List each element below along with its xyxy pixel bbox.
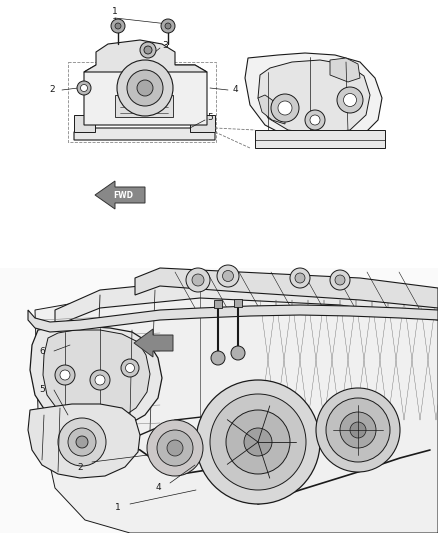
Polygon shape bbox=[74, 115, 95, 132]
Polygon shape bbox=[84, 40, 207, 72]
Circle shape bbox=[117, 60, 173, 116]
Polygon shape bbox=[135, 268, 438, 308]
Circle shape bbox=[350, 422, 366, 438]
Polygon shape bbox=[35, 290, 438, 533]
Polygon shape bbox=[28, 404, 140, 478]
Circle shape bbox=[186, 268, 210, 292]
Circle shape bbox=[340, 412, 376, 448]
Circle shape bbox=[60, 370, 70, 380]
Circle shape bbox=[161, 19, 175, 33]
Circle shape bbox=[330, 270, 350, 290]
Circle shape bbox=[140, 42, 156, 58]
Polygon shape bbox=[134, 329, 173, 357]
Circle shape bbox=[121, 359, 139, 377]
Text: 4: 4 bbox=[155, 483, 161, 492]
Bar bbox=[115, 95, 173, 117]
Circle shape bbox=[335, 275, 345, 285]
Text: 4: 4 bbox=[232, 85, 238, 94]
Text: 1: 1 bbox=[112, 7, 118, 17]
Polygon shape bbox=[190, 115, 215, 132]
Text: 2: 2 bbox=[77, 464, 83, 472]
Polygon shape bbox=[95, 181, 145, 209]
Circle shape bbox=[95, 375, 105, 385]
Circle shape bbox=[111, 19, 125, 33]
Circle shape bbox=[76, 436, 88, 448]
Circle shape bbox=[167, 440, 183, 456]
Polygon shape bbox=[43, 330, 150, 424]
Circle shape bbox=[223, 271, 233, 281]
Circle shape bbox=[310, 115, 320, 125]
Polygon shape bbox=[74, 128, 215, 140]
Circle shape bbox=[58, 418, 106, 466]
Circle shape bbox=[192, 274, 204, 286]
Circle shape bbox=[165, 23, 171, 29]
Text: FWD: FWD bbox=[113, 190, 133, 199]
Circle shape bbox=[337, 87, 363, 113]
Circle shape bbox=[55, 365, 75, 385]
Circle shape bbox=[343, 93, 357, 107]
Circle shape bbox=[77, 81, 91, 95]
Text: 5: 5 bbox=[207, 112, 213, 122]
Polygon shape bbox=[214, 300, 222, 308]
Polygon shape bbox=[258, 60, 370, 134]
Circle shape bbox=[244, 428, 272, 456]
Circle shape bbox=[211, 351, 225, 365]
Circle shape bbox=[278, 101, 292, 115]
Polygon shape bbox=[330, 58, 360, 82]
Circle shape bbox=[126, 364, 134, 373]
Polygon shape bbox=[245, 53, 382, 142]
Circle shape bbox=[217, 265, 239, 287]
Circle shape bbox=[81, 85, 88, 92]
Polygon shape bbox=[28, 305, 438, 332]
Text: 1: 1 bbox=[115, 504, 121, 513]
Circle shape bbox=[157, 430, 193, 466]
Text: 3: 3 bbox=[162, 41, 168, 50]
Circle shape bbox=[144, 46, 152, 54]
Circle shape bbox=[326, 398, 390, 462]
Text: FWD: FWD bbox=[149, 340, 167, 346]
Polygon shape bbox=[234, 299, 242, 307]
Bar bbox=[68, 62, 216, 142]
Circle shape bbox=[68, 428, 96, 456]
Circle shape bbox=[147, 420, 203, 476]
Text: 2: 2 bbox=[49, 85, 55, 94]
Circle shape bbox=[305, 110, 325, 130]
Circle shape bbox=[196, 380, 320, 504]
Circle shape bbox=[231, 346, 245, 360]
Circle shape bbox=[90, 370, 110, 390]
Circle shape bbox=[115, 23, 121, 29]
Circle shape bbox=[316, 388, 400, 472]
Circle shape bbox=[271, 94, 299, 122]
Polygon shape bbox=[55, 280, 438, 326]
Polygon shape bbox=[30, 326, 162, 432]
Polygon shape bbox=[255, 130, 385, 148]
Circle shape bbox=[295, 273, 305, 283]
Polygon shape bbox=[258, 95, 285, 124]
Circle shape bbox=[226, 410, 290, 474]
Polygon shape bbox=[84, 65, 207, 125]
Circle shape bbox=[210, 394, 306, 490]
Text: 6: 6 bbox=[39, 346, 45, 356]
Polygon shape bbox=[0, 268, 438, 533]
Circle shape bbox=[127, 70, 163, 106]
Text: 5: 5 bbox=[39, 385, 45, 394]
Circle shape bbox=[290, 268, 310, 288]
Circle shape bbox=[137, 80, 153, 96]
